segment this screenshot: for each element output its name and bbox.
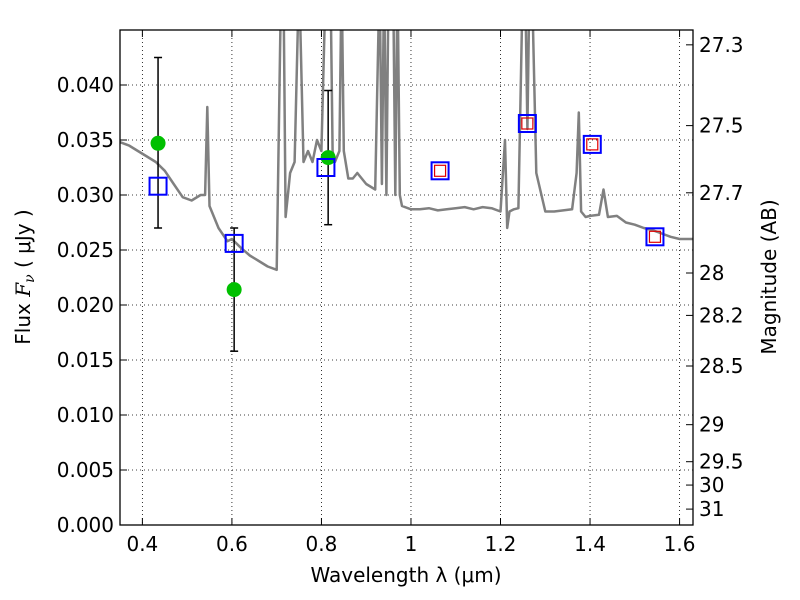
y2-tick-label: 29	[699, 413, 724, 437]
plot-frame	[119, 29, 694, 526]
model-square	[582, 134, 602, 154]
x-tick-label: 0.8	[306, 532, 338, 556]
y-axis-label-prefix: Flux	[11, 297, 35, 345]
model-square	[645, 227, 665, 247]
y-tick-label: 0.035	[57, 128, 114, 152]
model-square-small	[433, 164, 447, 177]
x-axis-label: Wavelength λ (μm)	[310, 563, 501, 587]
x-tick-label: 0.6	[216, 532, 248, 556]
y-tick-label: 0.000	[57, 513, 114, 537]
y2-tick-label: 31	[699, 497, 724, 521]
observed-point	[226, 282, 242, 298]
x-axis: 0.4 0.6 0.8 1 1.2 1.4 1.6	[126, 30, 695, 556]
x-tick-label: 1.6	[664, 532, 696, 556]
y-tick-label: 0.005	[57, 458, 114, 482]
y2-tick-label: 30	[699, 473, 724, 497]
y-tick-label: 0.030	[57, 183, 114, 207]
model-square	[224, 233, 244, 253]
y2-tick-label: 29.5	[699, 450, 744, 474]
y-axis-label-unit: ( μJy )	[11, 209, 35, 274]
model-square-small	[648, 230, 662, 243]
y-tick-label: 0.040	[57, 73, 114, 97]
y2-tick-label: 27.5	[699, 114, 744, 138]
model-square	[430, 161, 450, 181]
model-square-small	[521, 117, 534, 130]
y2-tick-label: 27.7	[699, 181, 744, 205]
y-axis: 0.000 0.005 0.010 0.015 0.020 0.025 0.030 0.035…	[57, 73, 127, 537]
model-square	[148, 176, 168, 196]
x-tick-label: 0.4	[126, 532, 158, 556]
model-square	[316, 158, 336, 177]
model-square	[517, 114, 537, 133]
y2-tick-label: 27.3	[699, 33, 744, 57]
y2-tick-label: 28.2	[699, 303, 744, 327]
y-tick-label: 0.025	[57, 238, 114, 262]
observed-point	[150, 135, 166, 151]
model-square-small	[586, 138, 599, 151]
y-axis-label-symbol: F	[11, 282, 35, 298]
x-tick-label: 1	[405, 532, 418, 556]
spectrum-line	[120, 30, 693, 272]
y-tick-label: 0.010	[57, 403, 114, 427]
observed-point	[320, 150, 336, 166]
y-axis-label-subscript: ν	[22, 274, 38, 283]
y2-axis-label: Magnitude (AB)	[757, 199, 781, 354]
y2-tick-label: 28	[699, 261, 724, 285]
y2-tick-label: 28.5	[699, 354, 744, 378]
y-tick-label: 0.015	[57, 348, 114, 372]
y-axis-label: Flux Fν ( μJy )	[11, 209, 38, 344]
x-tick-label: 1.2	[485, 532, 517, 556]
grid	[120, 30, 693, 525]
y-tick-label: 0.020	[57, 293, 114, 317]
x-tick-label: 1.4	[574, 532, 606, 556]
plot-area	[120, 30, 693, 352]
